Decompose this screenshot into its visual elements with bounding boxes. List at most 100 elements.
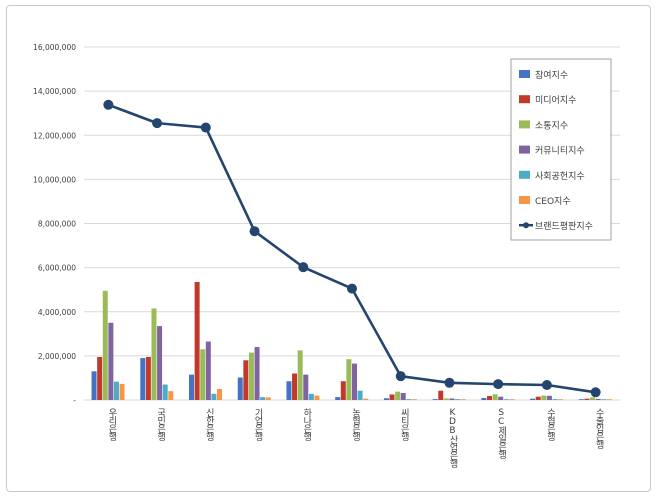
bar-4-7 <box>400 392 406 400</box>
bar-1-10 <box>530 398 536 400</box>
y-tick-label: 14,000,000 <box>33 87 76 96</box>
legend-swatch-3 <box>519 120 530 129</box>
legend-swatch-6 <box>519 196 530 204</box>
bar-2-11 <box>584 398 590 400</box>
bar-2-1 <box>97 356 103 400</box>
x-tick-label: 국민은행 <box>155 408 165 441</box>
line-point-6 <box>347 283 357 294</box>
x-tick-label: KDB산업은행 <box>447 408 457 468</box>
line-point-1 <box>103 99 114 110</box>
x-tick-label: 수협은행 <box>545 408 555 441</box>
bar-2-7 <box>389 394 395 400</box>
x-tick-label: 하나은행 <box>301 408 311 441</box>
line-point-5 <box>298 262 309 273</box>
bar-5-10 <box>552 399 558 400</box>
bar-3-11 <box>590 397 596 400</box>
bar-6-1 <box>119 383 125 400</box>
line-point-4 <box>249 226 260 237</box>
bar-2-8 <box>438 390 444 400</box>
bar-1-1 <box>91 371 97 400</box>
y-tick-label: 12,000,000 <box>33 131 76 140</box>
bar-5-1 <box>113 381 119 400</box>
legend-label-3: 소통지수 <box>535 120 568 131</box>
line-point-8 <box>444 377 455 388</box>
x-tick-label: 농협은행 <box>350 408 360 441</box>
x-tick-label: 수출입은행 <box>594 408 604 449</box>
legend-label-6: CEO지수 <box>535 196 571 207</box>
legend-swatch-2 <box>519 95 530 104</box>
bar-5-9 <box>503 399 509 400</box>
bar-5-4 <box>260 397 266 400</box>
bar-3-7 <box>395 391 401 400</box>
bar-4-11 <box>595 398 601 400</box>
line-point-2 <box>152 118 163 129</box>
x-tick-label: 기업은행 <box>253 408 263 441</box>
bar-1-8 <box>432 399 438 400</box>
bar-3-1 <box>102 290 108 400</box>
y-tick-label: 10,000,000 <box>33 175 76 184</box>
bar-4-10 <box>546 395 552 400</box>
bar-1-9 <box>481 398 487 400</box>
bar-1-7 <box>383 398 389 400</box>
legend-swatch-4 <box>519 145 530 154</box>
bar-5-8 <box>455 399 461 400</box>
bar-1-4 <box>237 377 243 400</box>
category-labels: 우리은행 국민은행 신한은행 기업은행 하나은행 농협은행 씨티은행 KDB산업은행 SC제일은… <box>106 408 603 468</box>
y-tick-label: 8,000,000 <box>38 220 76 229</box>
x-tick-label: 신한은행 <box>204 408 214 441</box>
bar-6-7 <box>411 399 417 400</box>
legend-label-2: 미디어지수 <box>535 95 576 106</box>
line-point-7 <box>395 371 406 382</box>
bar-3-5 <box>297 350 303 400</box>
bar-2-4 <box>243 360 249 400</box>
bar-1-11 <box>578 399 584 400</box>
bar-2-3 <box>194 281 200 400</box>
bar-2-2 <box>145 356 151 400</box>
bar-3-9 <box>492 394 498 400</box>
y-tick-label: 16,000,000 <box>33 43 76 52</box>
bar-2-5 <box>292 373 298 400</box>
bar-6-6 <box>363 398 369 400</box>
legend-label-7: 브랜드평판지수 <box>535 221 593 232</box>
x-tick-label: SC제일은행 <box>496 408 506 459</box>
bar-3-3 <box>200 349 206 400</box>
bar-1-5 <box>286 381 292 400</box>
bar-6-9 <box>509 399 515 400</box>
bar-1-3 <box>189 374 195 400</box>
bar-3-6 <box>346 359 352 400</box>
bar-6-8 <box>460 399 466 400</box>
bar-4-9 <box>498 396 504 400</box>
tick-layer: - 2,000,000 4,000,000 6,000,000 8,000,000 10,… <box>33 43 76 405</box>
bar-4-5 <box>303 374 309 400</box>
line-point-11 <box>590 387 601 398</box>
bar-3-2 <box>151 308 157 400</box>
bar-4-2 <box>157 326 163 400</box>
bar-4-4 <box>254 347 260 400</box>
legend-swatch-1 <box>519 70 530 78</box>
bar-6-10 <box>558 399 564 400</box>
x-tick-label: 우리은행 <box>106 408 116 441</box>
bar-5-3 <box>211 393 217 400</box>
bar-6-2 <box>168 391 174 400</box>
y-tick-label: 2,000,000 <box>38 352 76 361</box>
bar-6-4 <box>265 397 271 400</box>
bar-3-10 <box>541 395 547 400</box>
bar-4-3 <box>205 341 211 400</box>
y-tick-label: 6,000,000 <box>38 264 76 273</box>
bar-5-6 <box>357 390 363 400</box>
bar-2-10 <box>535 396 541 400</box>
line-point-10 <box>541 379 552 390</box>
bar-4-8 <box>449 398 455 400</box>
bar-5-2 <box>162 384 168 400</box>
bar-6-5 <box>314 395 320 400</box>
bar-6-3 <box>217 388 223 400</box>
y-tick-label: 4,000,000 <box>38 308 76 317</box>
bar-3-8 <box>443 398 449 400</box>
line-point-9 <box>493 379 504 390</box>
legend-marker-7 <box>523 222 529 229</box>
line-layer <box>103 99 601 398</box>
bar-layer <box>91 281 612 400</box>
legend-swatch-5 <box>519 170 530 179</box>
